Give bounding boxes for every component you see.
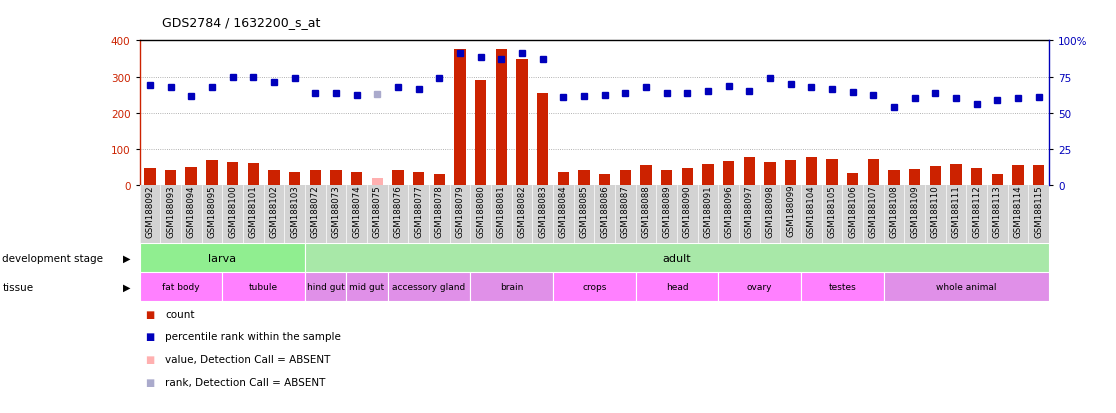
Bar bbox=[1033, 166, 1045, 186]
Text: hind gut: hind gut bbox=[307, 282, 345, 292]
Bar bbox=[951, 164, 962, 186]
Bar bbox=[248, 164, 259, 186]
Text: whole animal: whole animal bbox=[936, 282, 997, 292]
Text: ■: ■ bbox=[145, 377, 154, 387]
Bar bbox=[387, 273, 470, 301]
Bar bbox=[1012, 166, 1023, 186]
Bar bbox=[305, 244, 1049, 273]
Bar bbox=[537, 94, 548, 186]
Bar bbox=[764, 163, 776, 186]
Bar bbox=[222, 273, 305, 301]
Bar bbox=[185, 168, 196, 186]
Text: tubule: tubule bbox=[249, 282, 278, 292]
Bar bbox=[723, 161, 734, 186]
Bar bbox=[496, 50, 507, 186]
Bar bbox=[599, 174, 610, 186]
Text: ▶: ▶ bbox=[123, 282, 131, 292]
Bar bbox=[346, 273, 387, 301]
Bar bbox=[992, 174, 1003, 186]
Bar bbox=[888, 171, 899, 186]
Bar bbox=[227, 162, 238, 186]
Bar bbox=[661, 171, 672, 186]
Text: accessory gland: accessory gland bbox=[393, 282, 465, 292]
Bar bbox=[578, 171, 589, 186]
Bar bbox=[636, 273, 719, 301]
Bar bbox=[413, 172, 424, 186]
Bar bbox=[847, 173, 858, 186]
Text: brain: brain bbox=[500, 282, 523, 292]
Bar bbox=[309, 171, 321, 186]
Text: ■: ■ bbox=[145, 332, 154, 342]
Bar bbox=[392, 171, 404, 186]
Text: percentile rank within the sample: percentile rank within the sample bbox=[165, 332, 341, 342]
Bar bbox=[470, 273, 552, 301]
Text: fat body: fat body bbox=[162, 282, 200, 292]
Bar bbox=[350, 173, 363, 186]
Bar bbox=[433, 174, 445, 186]
Bar bbox=[558, 172, 569, 186]
Bar bbox=[140, 273, 222, 301]
Bar bbox=[867, 160, 879, 186]
Text: value, Detection Call = ABSENT: value, Detection Call = ABSENT bbox=[165, 354, 330, 364]
Bar bbox=[517, 59, 528, 186]
Bar bbox=[619, 170, 631, 186]
Bar bbox=[971, 169, 982, 186]
Text: ■: ■ bbox=[145, 309, 154, 319]
Text: mid gut: mid gut bbox=[349, 282, 384, 292]
Bar bbox=[372, 178, 383, 186]
Bar bbox=[305, 273, 346, 301]
Text: development stage: development stage bbox=[2, 253, 104, 263]
Bar bbox=[289, 172, 300, 186]
Text: rank, Detection Call = ABSENT: rank, Detection Call = ABSENT bbox=[165, 377, 326, 387]
Bar bbox=[144, 169, 155, 186]
Bar bbox=[930, 167, 941, 186]
Bar bbox=[785, 161, 797, 186]
Bar bbox=[552, 273, 636, 301]
Bar bbox=[884, 273, 1049, 301]
Bar bbox=[330, 171, 341, 186]
Bar bbox=[806, 158, 817, 186]
Text: larva: larva bbox=[208, 253, 237, 263]
Text: head: head bbox=[665, 282, 689, 292]
Bar bbox=[801, 273, 884, 301]
Bar bbox=[702, 164, 713, 186]
Bar bbox=[454, 50, 465, 186]
Text: ovary: ovary bbox=[747, 282, 772, 292]
Text: adult: adult bbox=[663, 253, 691, 263]
Bar bbox=[165, 171, 176, 186]
Text: count: count bbox=[165, 309, 194, 319]
Bar bbox=[743, 158, 756, 186]
Bar bbox=[206, 161, 218, 186]
Bar bbox=[826, 160, 838, 186]
Bar bbox=[641, 166, 652, 186]
Bar bbox=[719, 273, 801, 301]
Text: ■: ■ bbox=[145, 354, 154, 364]
Text: ▶: ▶ bbox=[123, 253, 131, 263]
Bar bbox=[910, 170, 921, 186]
Bar bbox=[475, 81, 487, 186]
Text: tissue: tissue bbox=[2, 282, 33, 292]
Bar bbox=[140, 244, 305, 273]
Text: GDS2784 / 1632200_s_at: GDS2784 / 1632200_s_at bbox=[162, 16, 320, 29]
Bar bbox=[268, 171, 279, 186]
Text: crops: crops bbox=[583, 282, 606, 292]
Bar bbox=[682, 169, 693, 186]
Text: testes: testes bbox=[828, 282, 856, 292]
